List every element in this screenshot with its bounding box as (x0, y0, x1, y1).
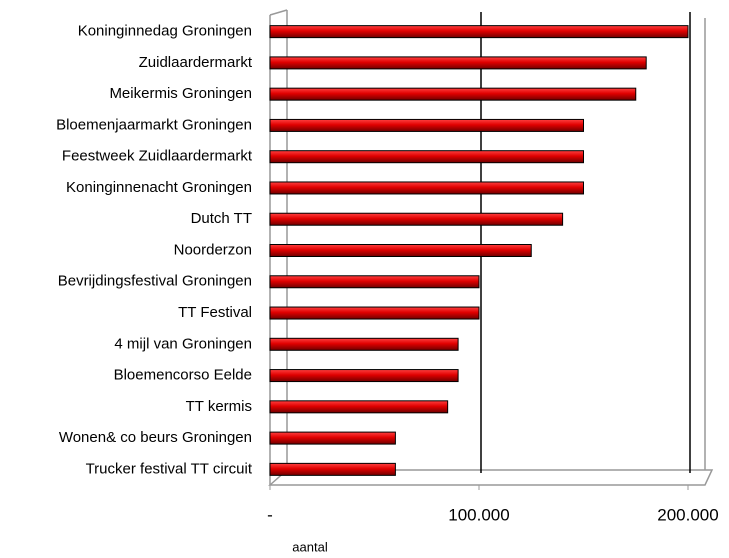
bar (269, 369, 459, 383)
y-tick-label: Bevrijdingsfestival Groningen (58, 273, 252, 290)
y-tick-label: Noorderzon (174, 241, 252, 258)
y-tick-label: Trucker festival TT circuit (86, 460, 253, 477)
y-tick-label: Feestweek Zuidlaardermarkt (62, 148, 253, 165)
y-tick-label: Koninginnedag Groningen (78, 23, 252, 40)
y-tick-label: Bloemenjaarmarkt Groningen (56, 116, 252, 133)
y-tick-label: TT kermis (186, 398, 252, 415)
bar (269, 212, 564, 226)
y-tick-label: Dutch TT (191, 210, 252, 227)
x-tick-label: 100.000 (448, 505, 509, 524)
bar (269, 56, 647, 70)
x-tick-label: 200.000 (657, 505, 718, 524)
x-tick-label: - (267, 505, 273, 524)
bar (269, 431, 396, 445)
wall-top (269, 9, 288, 16)
bar (269, 462, 396, 476)
bar (269, 275, 480, 289)
y-tick-label: 4 mijl van Groningen (114, 335, 252, 352)
bar (269, 181, 584, 195)
bar (269, 25, 689, 39)
x-axis-label: aantal (292, 539, 328, 554)
bar (269, 400, 449, 414)
bar (269, 337, 459, 351)
y-tick-label: Meikermis Groningen (109, 85, 252, 102)
y-tick-label: TT Festival (178, 304, 252, 321)
bar (269, 306, 480, 320)
bar (269, 244, 532, 257)
bar (269, 87, 637, 101)
bar (269, 150, 584, 164)
y-tick-label: Wonen& co beurs Groningen (59, 429, 252, 446)
y-tick-label: Bloemencorso Eelde (114, 367, 252, 384)
y-tick-label: Koninginnenacht Groningen (66, 179, 252, 196)
y-tick-label: Zuidlaardermarkt (139, 54, 253, 71)
bar (269, 118, 584, 132)
